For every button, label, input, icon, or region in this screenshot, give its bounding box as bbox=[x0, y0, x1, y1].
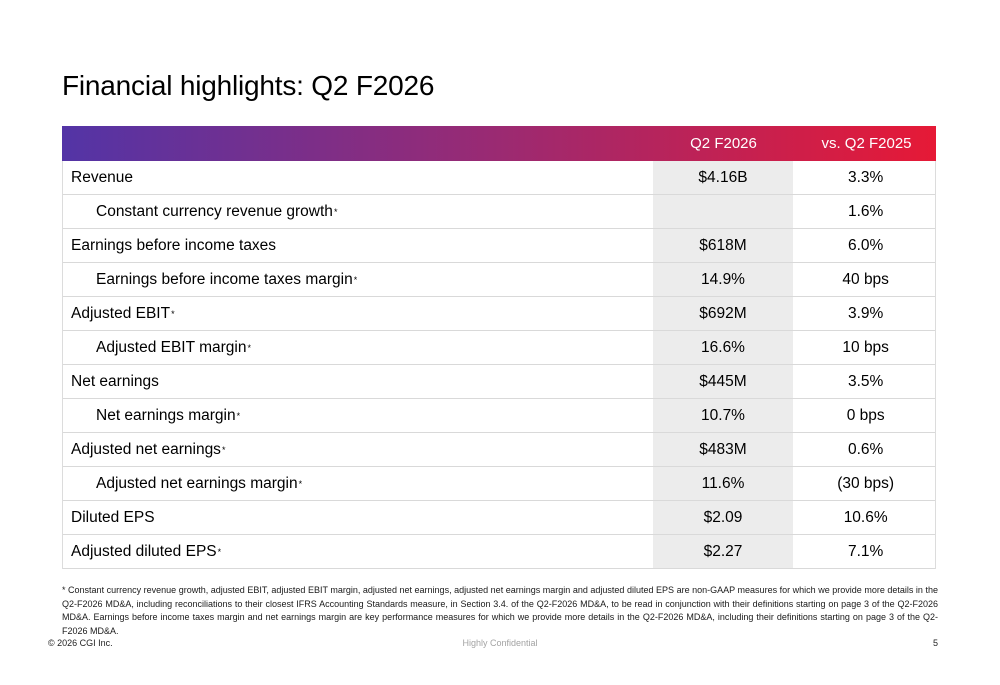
cell-q2-f2026: $445M bbox=[649, 365, 797, 398]
cell-vs-q2-f2025: 7.1% bbox=[847, 542, 884, 560]
table-header-row: Q2 F2026 vs. Q2 F2025 bbox=[62, 126, 936, 161]
cell-q2-f2026: 11.6% bbox=[649, 467, 797, 500]
row-label: Diluted EPS bbox=[71, 508, 155, 526]
slide-title: Financial highlights: Q2 F2026 bbox=[62, 70, 435, 101]
table-header-vs-q2-f2025: vs. Q2 F2025 bbox=[821, 135, 912, 152]
table-row: Earnings before income taxes $618M 6.0% bbox=[63, 229, 935, 263]
table-row: Revenue $4.16B 3.3% bbox=[63, 161, 935, 195]
row-label: Adjusted EBIT margin * bbox=[96, 338, 251, 356]
row-label: Adjusted EBIT * bbox=[71, 304, 175, 322]
row-label: Revenue bbox=[71, 168, 134, 186]
footer-copyright: © 2026 CGI Inc. bbox=[48, 638, 113, 648]
cell-q2-f2026: $2.27 bbox=[649, 535, 797, 568]
table-row: Net earnings margin * 10.7% 0 bps bbox=[63, 399, 935, 433]
table-row: Diluted EPS $2.09 10.6% bbox=[63, 501, 935, 535]
table-row: Adjusted diluted EPS * $2.27 7.1% bbox=[63, 535, 935, 569]
cell-q2-f2026: $2.09 bbox=[649, 501, 797, 534]
cell-q2-f2026: $692M bbox=[649, 297, 797, 330]
cell-vs-q2-f2025: 0.6% bbox=[847, 440, 884, 458]
cell-vs-q2-f2025: 10 bps bbox=[842, 338, 889, 356]
financial-highlights-table: Q2 F2026 vs. Q2 F2025 Revenue $4.16B 3.3% C… bbox=[62, 126, 936, 569]
cell-q2-f2026: 10.7% bbox=[649, 399, 797, 432]
table-row: Constant currency revenue growth * 1.6% bbox=[63, 195, 935, 229]
cell-vs-q2-f2025: 40 bps bbox=[842, 270, 889, 288]
table-row: Adjusted EBIT margin * 16.6% 10 bps bbox=[63, 331, 935, 365]
cell-vs-q2-f2025: 1.6% bbox=[847, 202, 884, 220]
row-label: Adjusted net earnings * bbox=[71, 440, 226, 458]
cell-vs-q2-f2025: 6.0% bbox=[847, 236, 884, 254]
row-label: Adjusted net earnings margin * bbox=[96, 474, 303, 492]
cell-vs-q2-f2025: 10.6% bbox=[843, 508, 888, 526]
row-label: Net earnings margin * bbox=[96, 406, 241, 424]
footer-page-number: 5 bbox=[932, 638, 938, 648]
table-row: Earnings before income taxes margin * 14.9… bbox=[63, 263, 935, 297]
cell-vs-q2-f2025: 3.9% bbox=[847, 304, 884, 322]
cell-q2-f2026: $618M bbox=[649, 229, 797, 262]
row-label: Earnings before income taxes bbox=[71, 236, 277, 254]
cell-vs-q2-f2025: 3.3% bbox=[847, 168, 884, 186]
cell-q2-f2026 bbox=[649, 195, 797, 228]
non-gaap-footnote: * Constant currency revenue growth, adju… bbox=[62, 585, 938, 636]
row-label: Net earnings bbox=[71, 372, 159, 390]
table-row: Adjusted net earnings margin * 11.6% (30 bp… bbox=[63, 467, 935, 501]
table-body: Revenue $4.16B 3.3% Constant currency reven… bbox=[62, 161, 936, 569]
cell-vs-q2-f2025: 3.5% bbox=[847, 372, 884, 390]
cell-q2-f2026: $4.16B bbox=[649, 161, 797, 194]
table-header-q2-f2026: Q2 F2026 bbox=[690, 135, 757, 152]
cell-q2-f2026: $483M bbox=[649, 433, 797, 466]
row-label: Constant currency revenue growth * bbox=[96, 202, 338, 220]
cell-vs-q2-f2025: (30 bps) bbox=[837, 474, 895, 492]
footer-classification: Highly Confidential bbox=[462, 638, 538, 648]
table-row: Adjusted net earnings * $483M 0.6% bbox=[63, 433, 935, 467]
row-label: Earnings before income taxes margin * bbox=[96, 270, 358, 288]
cell-q2-f2026: 14.9% bbox=[649, 263, 797, 296]
cell-vs-q2-f2025: 0 bps bbox=[846, 406, 885, 424]
table-row: Adjusted EBIT * $692M 3.9% bbox=[63, 297, 935, 331]
row-label: Adjusted diluted EPS * bbox=[71, 542, 222, 560]
table-row: Net earnings $445M 3.5% bbox=[63, 365, 935, 399]
cell-q2-f2026: 16.6% bbox=[649, 331, 797, 364]
